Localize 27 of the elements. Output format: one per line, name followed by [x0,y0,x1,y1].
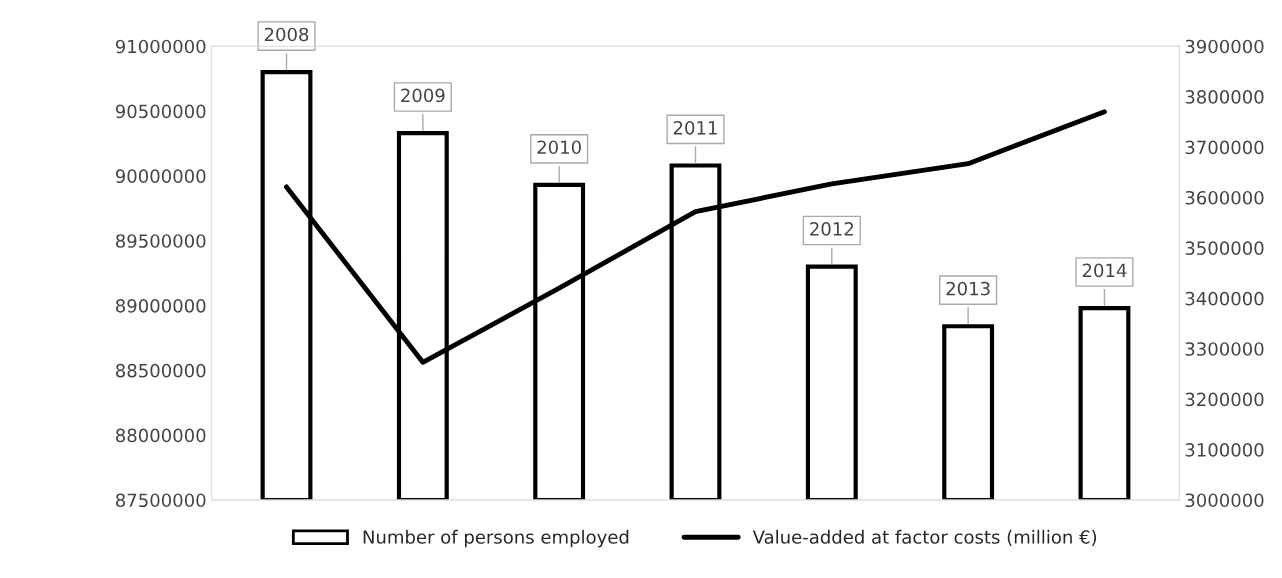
x-tick-label: 2009 [401,88,445,103]
y2-tick-label: 3400000 [1185,291,1264,306]
y2-tick-label: 3600000 [1185,190,1264,205]
y2-tick-label: 3000000 [1185,493,1264,508]
y-tick-label: 88500000 [115,363,206,378]
y-tick-label: 89000000 [115,298,206,313]
x-tick-label: 2012 [810,222,853,236]
x-tick-label: 2010 [537,140,581,155]
x-tick-label: 2014 [1082,263,1127,278]
y-tick-label: 87500000 [115,493,206,508]
y2-tick-label: 3900000 [1185,39,1264,54]
x-tick-label: 2008 [264,27,309,42]
y2-tick-label: 3300000 [1185,342,1264,356]
y2-tick-label: 3800000 [1185,90,1264,104]
legend-label: Number of persons employed [363,529,629,548]
legend-label: Value-added at factor costs (million €) [752,529,1097,546]
x-tick-label: 2011 [673,120,717,135]
y-tick-label: 88000000 [115,428,206,443]
y-tick-label: 91000000 [115,39,206,54]
x-tick-label: 2013 [946,281,990,296]
y-tick-label: 90500000 [115,104,206,119]
y-tick-label: 90000000 [115,169,206,183]
y2-tick-label: 3700000 [1185,140,1264,155]
y2-tick-label: 3200000 [1185,392,1264,407]
y2-tick-label: 3100000 [1185,443,1264,457]
y2-tick-label: 3500000 [1185,241,1264,256]
y-tick-label: 89500000 [115,234,206,248]
